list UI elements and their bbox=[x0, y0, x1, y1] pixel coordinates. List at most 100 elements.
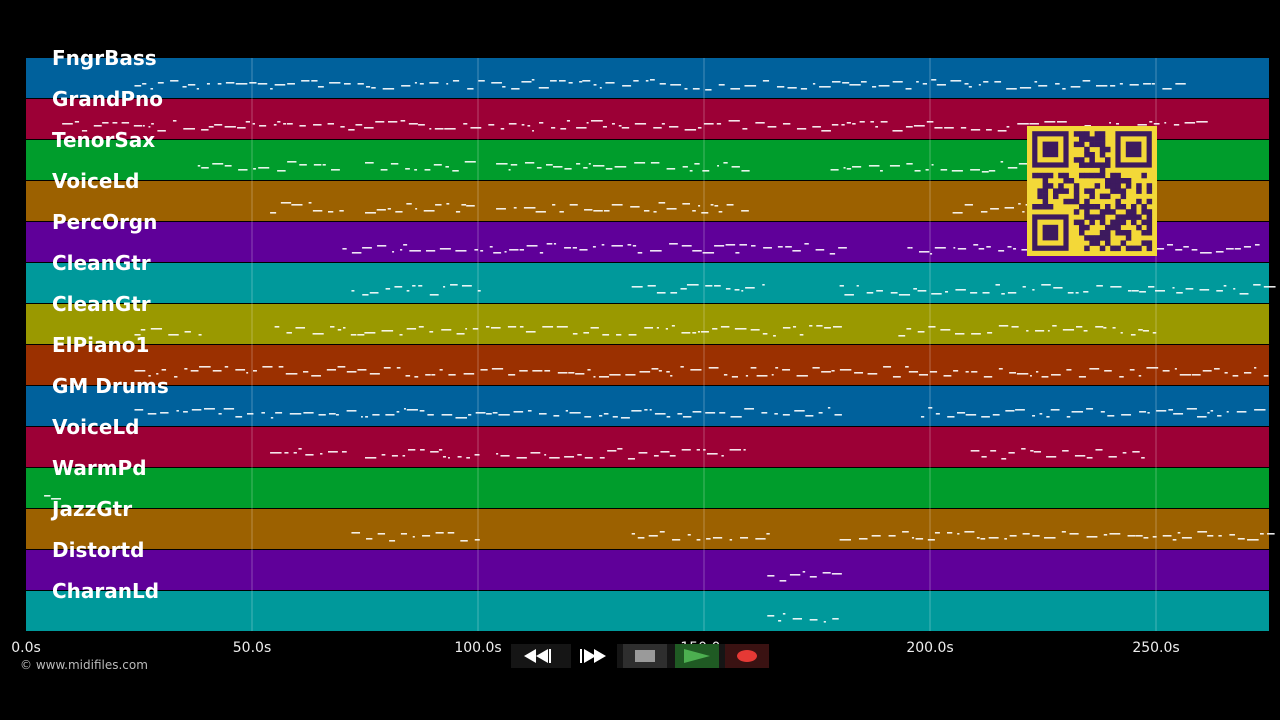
note bbox=[656, 292, 666, 294]
note bbox=[287, 161, 297, 163]
note bbox=[1076, 326, 1083, 328]
note bbox=[419, 410, 425, 412]
note bbox=[480, 369, 488, 371]
note bbox=[329, 82, 341, 84]
note bbox=[1061, 531, 1066, 533]
note bbox=[246, 372, 249, 374]
note bbox=[464, 161, 476, 163]
note bbox=[648, 535, 658, 537]
note bbox=[846, 122, 851, 124]
stop-button[interactable] bbox=[623, 644, 667, 668]
note bbox=[1066, 416, 1071, 418]
note bbox=[212, 370, 222, 372]
note bbox=[607, 450, 617, 452]
note bbox=[710, 204, 714, 206]
note bbox=[1259, 533, 1264, 535]
note bbox=[593, 210, 603, 212]
note bbox=[1070, 86, 1081, 88]
note bbox=[831, 124, 839, 126]
note bbox=[843, 167, 846, 169]
note bbox=[1254, 244, 1260, 246]
note bbox=[199, 366, 211, 368]
note bbox=[945, 291, 949, 293]
note bbox=[1215, 251, 1224, 253]
note bbox=[508, 123, 517, 125]
note bbox=[1120, 332, 1123, 334]
note bbox=[794, 410, 805, 412]
note bbox=[1052, 325, 1057, 327]
note bbox=[980, 538, 986, 540]
note bbox=[812, 126, 821, 128]
note bbox=[224, 126, 236, 128]
note bbox=[725, 244, 736, 246]
record-button[interactable] bbox=[725, 644, 769, 668]
note bbox=[1127, 290, 1132, 292]
note bbox=[291, 204, 303, 206]
fast-forward-button[interactable] bbox=[571, 644, 617, 668]
note bbox=[898, 335, 906, 337]
note bbox=[172, 120, 177, 122]
note bbox=[666, 371, 670, 373]
note bbox=[466, 205, 475, 207]
note bbox=[936, 84, 946, 86]
note bbox=[491, 82, 502, 84]
note bbox=[1214, 368, 1220, 370]
note bbox=[1035, 371, 1039, 373]
note bbox=[815, 249, 825, 251]
note bbox=[830, 169, 839, 171]
note bbox=[915, 538, 924, 540]
note bbox=[792, 250, 801, 252]
note bbox=[934, 247, 946, 249]
note bbox=[524, 162, 535, 164]
note bbox=[638, 452, 648, 454]
note bbox=[424, 169, 431, 171]
note bbox=[1035, 330, 1045, 332]
note bbox=[412, 536, 415, 538]
rewind-button[interactable] bbox=[513, 644, 563, 668]
note bbox=[861, 81, 867, 83]
note bbox=[1032, 535, 1040, 537]
note bbox=[217, 83, 222, 85]
note bbox=[930, 253, 933, 255]
note bbox=[822, 572, 831, 574]
note bbox=[669, 243, 678, 245]
note bbox=[872, 86, 877, 88]
play-button[interactable] bbox=[675, 644, 719, 668]
note bbox=[743, 449, 746, 451]
note bbox=[1148, 286, 1155, 288]
note bbox=[438, 449, 443, 451]
note bbox=[394, 286, 403, 288]
note bbox=[1263, 286, 1276, 288]
note bbox=[190, 370, 199, 372]
note bbox=[285, 373, 298, 375]
note bbox=[381, 454, 386, 456]
note bbox=[986, 246, 991, 248]
note bbox=[892, 81, 903, 83]
note bbox=[450, 284, 458, 286]
note bbox=[385, 414, 395, 416]
note bbox=[350, 334, 357, 336]
note bbox=[951, 170, 963, 172]
note bbox=[545, 164, 553, 166]
note bbox=[486, 413, 492, 415]
note bbox=[446, 203, 450, 205]
note bbox=[527, 410, 532, 412]
note bbox=[741, 170, 750, 172]
note bbox=[466, 457, 470, 459]
note bbox=[796, 128, 807, 130]
note bbox=[496, 208, 506, 210]
note bbox=[593, 376, 596, 378]
note bbox=[849, 84, 861, 86]
note bbox=[429, 331, 434, 333]
note bbox=[684, 88, 688, 90]
note bbox=[717, 165, 719, 167]
note bbox=[317, 86, 324, 88]
note bbox=[917, 331, 925, 333]
note bbox=[1267, 533, 1275, 535]
note bbox=[1078, 376, 1086, 378]
note bbox=[1183, 246, 1189, 248]
note bbox=[1038, 85, 1048, 87]
note bbox=[376, 209, 386, 211]
note bbox=[929, 371, 938, 373]
track-lane bbox=[26, 263, 1269, 303]
